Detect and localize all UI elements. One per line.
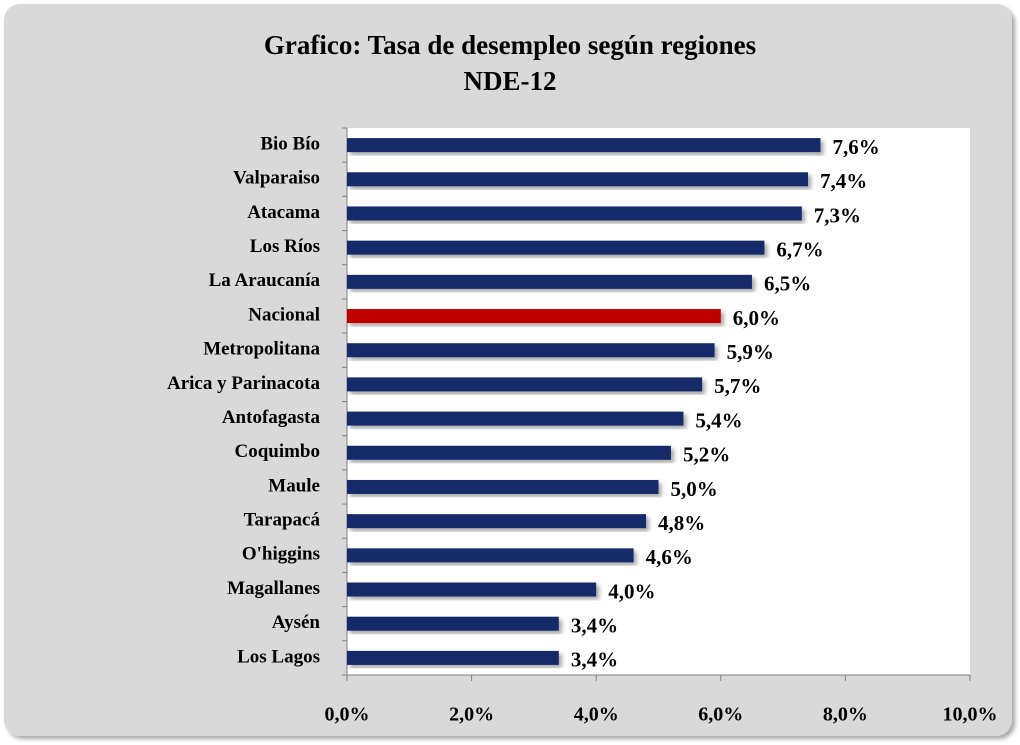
- value-label: 5,9%: [727, 340, 774, 364]
- y-tick-label: O'higgins: [242, 544, 320, 565]
- value-label: 4,6%: [646, 545, 693, 569]
- bar: [347, 309, 721, 324]
- y-tick-label: Valparaiso: [233, 168, 320, 189]
- bar: [347, 206, 802, 221]
- value-label: 6,7%: [776, 237, 823, 261]
- y-tick-label: Coquimbo: [234, 441, 320, 462]
- y-tick-label: Antofagasta: [222, 407, 321, 428]
- x-tick-label: 0,0%: [325, 704, 370, 726]
- bar: [347, 514, 647, 529]
- value-label: 3,4%: [571, 614, 618, 638]
- y-tick-label: Tarapacá: [244, 510, 321, 531]
- y-tick-label: Aysén: [272, 612, 321, 633]
- bar: [347, 274, 752, 289]
- value-label: 7,4%: [820, 169, 867, 193]
- value-label: 5,4%: [695, 408, 742, 432]
- value-label: 6,0%: [733, 306, 780, 330]
- y-tick-label: Bio Bío: [260, 133, 320, 154]
- y-tick-label: Metropolitana: [203, 339, 320, 360]
- y-tick-label: Magallanes: [227, 578, 320, 599]
- y-tick-label: Nacional: [248, 304, 320, 325]
- bar: [347, 445, 671, 460]
- value-label: 7,6%: [832, 135, 879, 159]
- y-tick-label: Los Ríos: [250, 236, 320, 257]
- bar: [347, 582, 597, 597]
- value-label: 4,0%: [608, 579, 655, 603]
- value-label: 5,2%: [683, 443, 730, 467]
- bar: [347, 479, 659, 494]
- bar: [347, 548, 634, 563]
- bar: [347, 172, 809, 187]
- y-tick-label: La Araucanía: [209, 270, 321, 291]
- chart-title: NDE-12: [464, 66, 557, 96]
- value-label: 3,4%: [571, 648, 618, 672]
- chart-title: Grafico: Tasa de desempleo según regione…: [264, 30, 756, 60]
- bar: [347, 240, 765, 255]
- bar: [347, 411, 684, 426]
- x-tick-label: 10,0%: [943, 704, 998, 726]
- y-tick-label: Atacama: [247, 202, 320, 223]
- y-tick-label: Maule: [268, 475, 320, 496]
- bar: [347, 650, 559, 665]
- value-label: 5,7%: [714, 374, 761, 398]
- bar: [347, 616, 559, 631]
- value-label: 5,0%: [671, 477, 718, 501]
- bar: [347, 343, 715, 358]
- x-tick-label: 6,0%: [698, 704, 743, 726]
- value-label: 7,3%: [814, 203, 861, 227]
- value-label: 6,5%: [764, 272, 811, 296]
- value-label: 4,8%: [658, 511, 705, 535]
- x-tick-label: 8,0%: [823, 704, 868, 726]
- bar: [347, 377, 703, 392]
- y-tick-label: Los Lagos: [237, 646, 320, 667]
- y-tick-label: Arica y Parinacota: [167, 373, 321, 394]
- bar: [347, 138, 821, 153]
- x-tick-label: 2,0%: [449, 704, 494, 726]
- x-tick-label: 4,0%: [574, 704, 619, 726]
